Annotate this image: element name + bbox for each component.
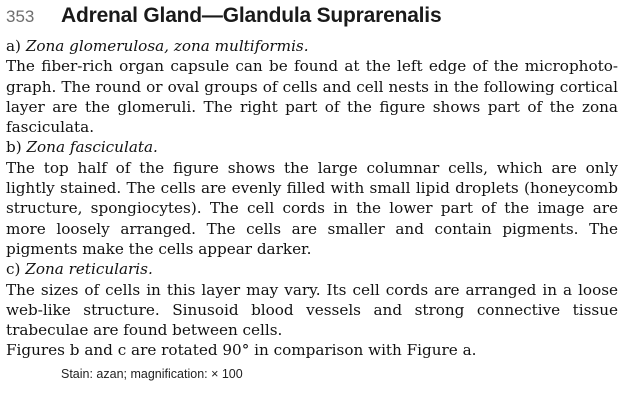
section-label: b) — [6, 138, 22, 157]
closing-note: Figures b and c are rotated 90° in compa… — [6, 341, 477, 360]
section-heading-a: a) Zona glomerulosa, zona multiformis. — [6, 36, 618, 56]
section-heading-c: c) Zona reticularis. — [6, 259, 618, 279]
body-text: a) Zona glomerulosa, zona multiformis. T… — [6, 36, 618, 361]
section-paragraph-c: The sizes of cells in this layer may var… — [6, 280, 618, 340]
section-label: a) — [6, 37, 21, 55]
figure-caption: Stain: azan; magnification: × 100 — [61, 366, 243, 381]
page-number: 353 — [6, 7, 35, 26]
section-title: Zona glomerulosa, zona multiformis. — [25, 37, 309, 55]
section-paragraph-b: The top half of the figure shows the lar… — [6, 158, 618, 258]
section-title: Zona reticularis. — [25, 260, 153, 279]
section-title: Zona fasciculata. — [26, 138, 158, 157]
page-header: 353 Adrenal Gland—Glandula Suprarenalis — [6, 0, 618, 34]
section-paragraph-a: The fiber-rich organ capsule can be foun… — [6, 57, 618, 137]
section-label: c) — [6, 260, 21, 279]
page: 353 Adrenal Gland—Glandula Suprarenalis … — [6, 0, 618, 381]
page-title: Adrenal Gland—Glandula Suprarenalis — [61, 4, 442, 27]
section-heading-b: b) Zona fasciculata. — [6, 137, 618, 157]
